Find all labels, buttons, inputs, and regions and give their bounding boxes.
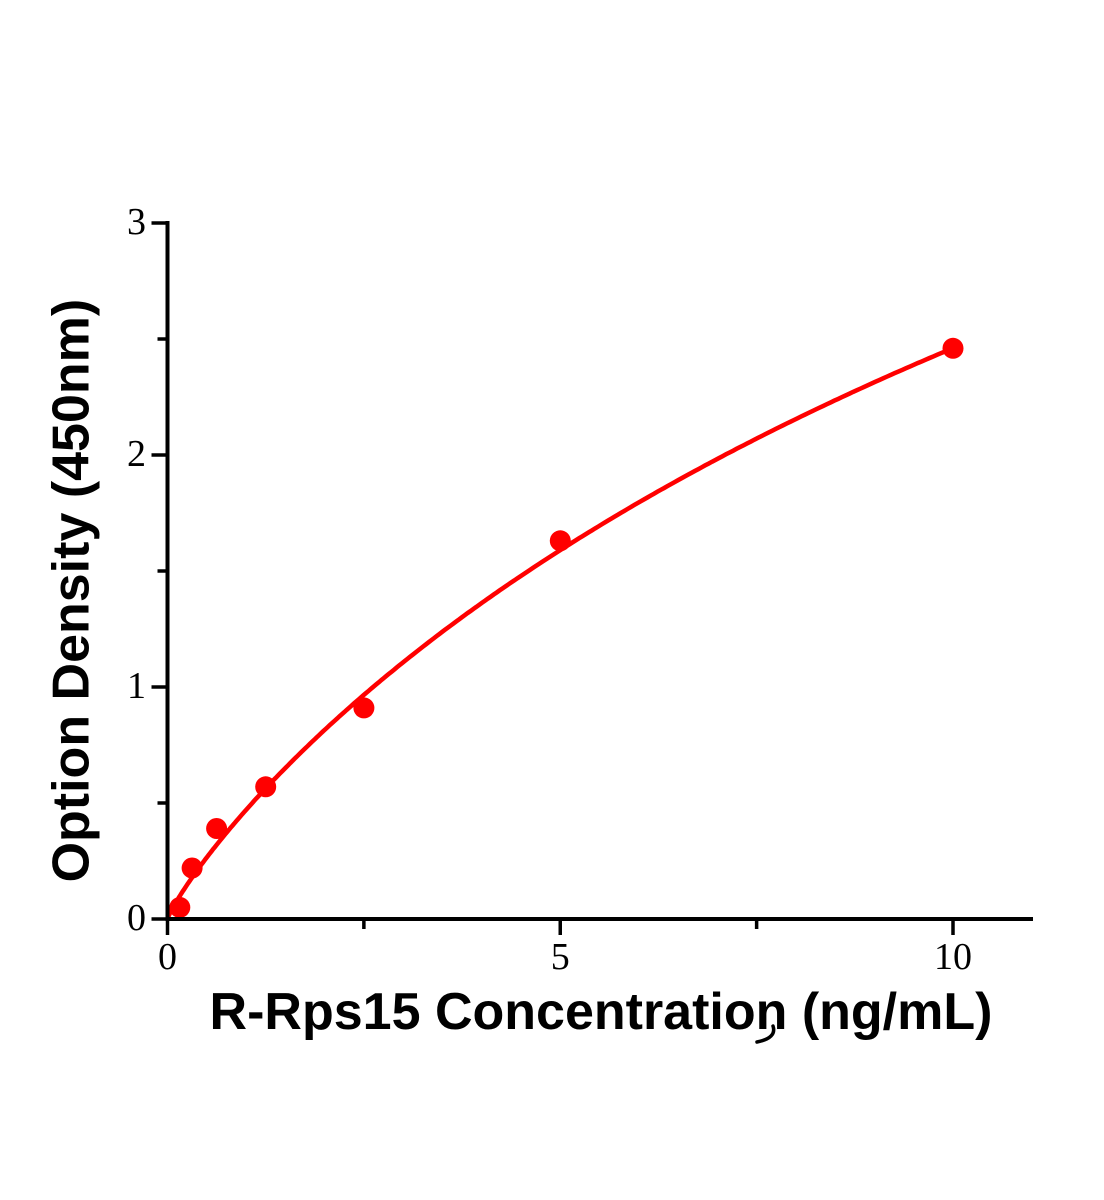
x-axis-title: R-Rps15 Concentration (ng/mL) <box>209 983 993 1041</box>
data-point <box>353 697 375 719</box>
y-axis-title: Option Density (450nm) <box>42 298 101 883</box>
data-point <box>181 857 203 879</box>
x-tick-label: 10 <box>934 936 972 978</box>
y-tick-label: 0 <box>127 897 146 939</box>
data-point <box>549 530 571 552</box>
data-point <box>169 896 191 918</box>
stray-artifact-mark <box>755 1024 776 1044</box>
data-point <box>942 337 964 359</box>
y-tick-label: 3 <box>127 201 146 243</box>
y-tick-label: 2 <box>127 433 146 475</box>
data-point <box>255 776 277 798</box>
x-tick-label: 5 <box>551 936 570 978</box>
x-tick-label: 0 <box>158 936 177 978</box>
data-point <box>206 818 228 839</box>
y-tick-label: 1 <box>127 665 146 707</box>
fit-curve-line <box>165 345 956 922</box>
